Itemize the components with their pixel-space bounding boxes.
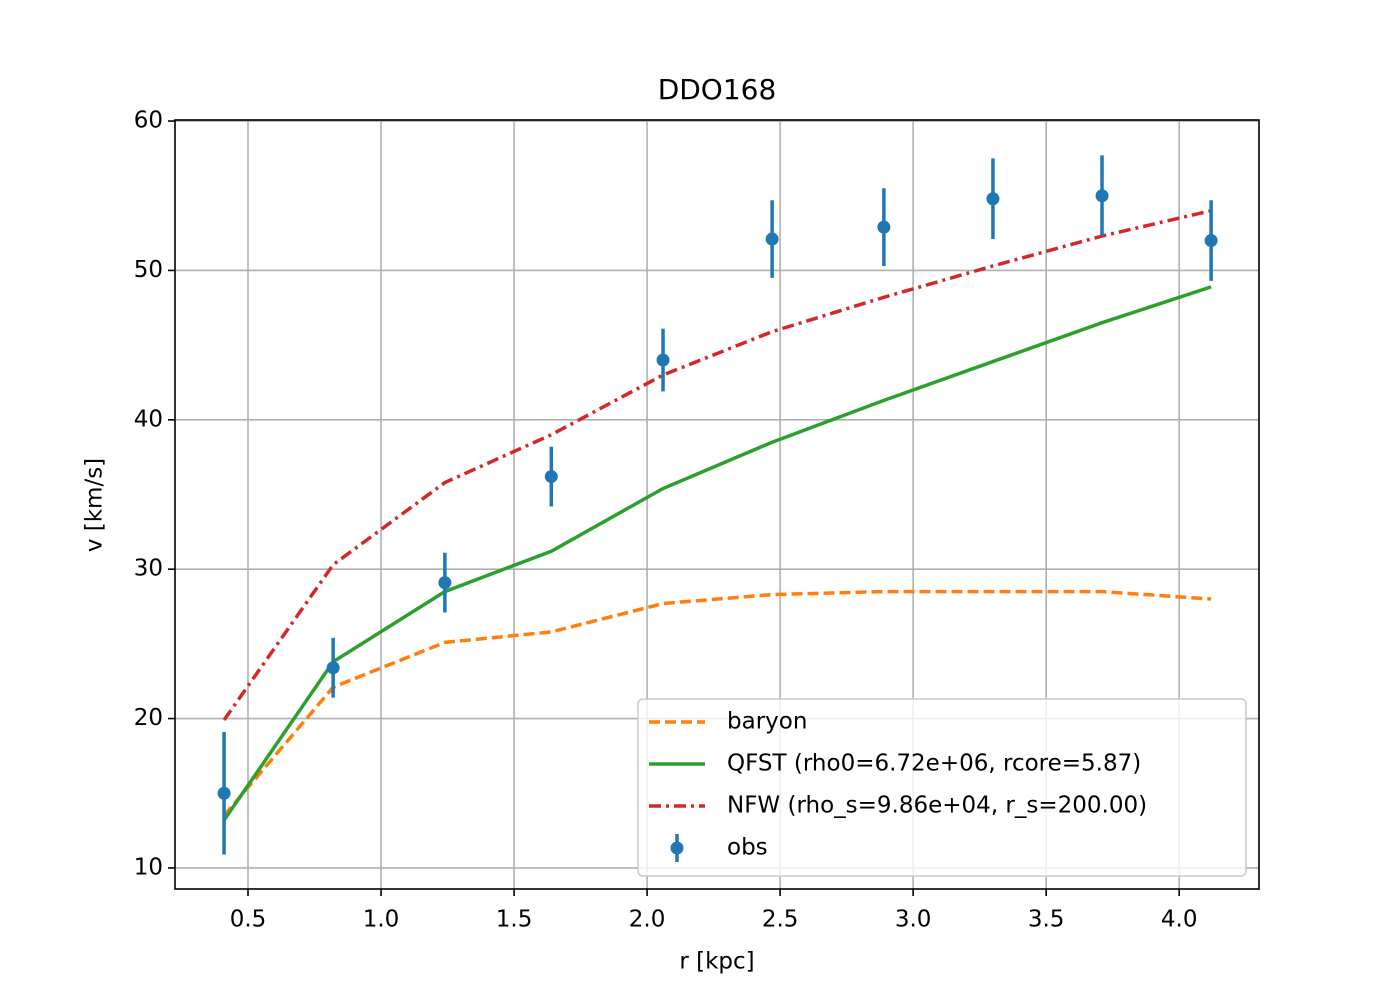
data-point [877,220,891,234]
data-point [986,192,1000,206]
legend-label: NFW (rho_s=9.86e+04, r_s=200.00) [727,793,1147,819]
y-tick-label: 60 [134,108,163,134]
plot-frame [174,119,1260,890]
y-tick-label: 40 [134,406,163,432]
y-tick-label: 20 [134,705,163,731]
x-tick-label: 3.5 [1028,907,1065,933]
data-point [544,470,558,484]
x-axis-label: r [kpc] [679,949,754,975]
legend-label: QFST (rho0=6.72e+06, rcore=5.87) [727,751,1141,777]
x-tick-label: 3.0 [895,907,932,933]
line-series [222,208,1212,722]
y-tick-label: 10 [134,854,163,880]
y-axis-label: v [km/s] [82,458,108,552]
x-tick-label: 1.0 [363,907,400,933]
legend-label: obs [727,835,768,861]
x-tick-label: 1.5 [496,907,533,933]
data-point [217,786,231,800]
chart-title: DDO168 [658,73,777,106]
x-tick-label: 0.5 [230,907,267,933]
line-series [222,285,1212,822]
line-series [222,589,1212,817]
legend-box [637,698,1247,877]
x-tick-label: 4.0 [1161,907,1198,933]
data-point [438,576,452,590]
data-point [1204,234,1218,248]
legend-swatch [670,841,684,855]
y-tick-label: 30 [134,556,163,582]
data-point [656,353,670,367]
x-tick-label: 2.5 [762,907,799,933]
x-tick-label: 2.0 [629,907,666,933]
y-tick-label: 50 [134,257,163,283]
data-point [1095,189,1109,203]
data-point [765,232,779,246]
legend-label: baryon [727,709,807,735]
data-point [326,661,340,675]
